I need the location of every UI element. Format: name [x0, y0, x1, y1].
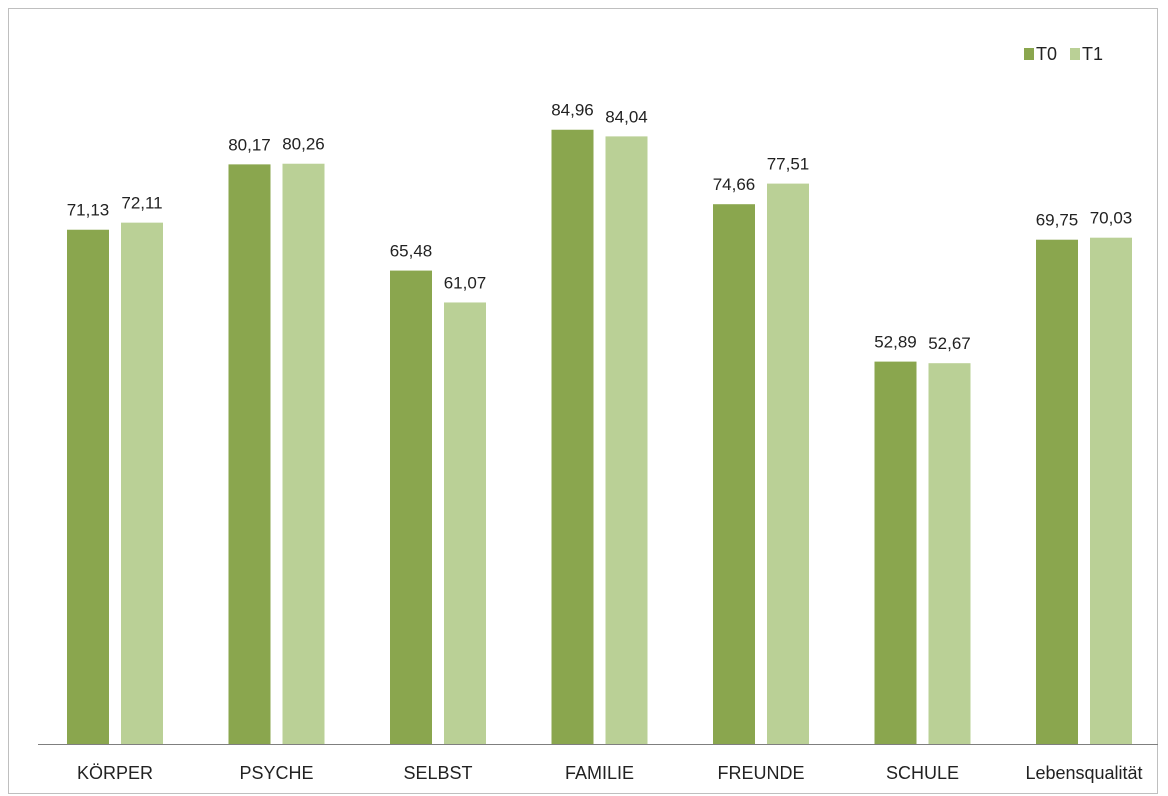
legend-label-t0: T0	[1036, 44, 1057, 64]
bar-t0-3	[551, 129, 594, 744]
data-label-t1-2: 61,07	[444, 273, 487, 292]
bar-t0-0	[67, 229, 109, 744]
x-tick-labels-layer: KÖRPER PSYCHE SELBST FAMILIE FREUNDE SCHULE Le…	[77, 763, 1143, 783]
data-label-t0-2: 65,48	[390, 242, 433, 261]
bar-t1-2	[444, 302, 486, 744]
data-label-t0-4: 74,66	[713, 175, 756, 194]
x-tick-label-6: Lebensqualität	[1025, 763, 1142, 783]
x-tick-label-3: FAMILIE	[565, 763, 634, 783]
data-label-t1-1: 80,26	[282, 135, 325, 154]
x-tick-label-2: SELBST	[403, 763, 472, 783]
data-label-t1-4: 77,51	[767, 155, 810, 174]
data-label-t1-0: 72,11	[121, 194, 162, 213]
bars-layer	[67, 129, 1132, 745]
bar-t1-3	[605, 136, 648, 744]
bar-t0-6	[1036, 239, 1078, 744]
x-tick-label-4: FREUNDE	[717, 763, 804, 783]
legend: T0 T1	[1024, 44, 1103, 64]
x-tick-label-0: KÖRPER	[77, 763, 153, 783]
data-label-t1-6: 70,03	[1090, 209, 1133, 228]
bar-t0-1	[228, 164, 271, 744]
bar-t1-6	[1090, 237, 1132, 744]
x-tick-label-1: PSYCHE	[239, 763, 313, 783]
bar-t0-5	[874, 361, 917, 744]
legend-swatch-t1	[1070, 48, 1080, 60]
bar-t1-5	[928, 363, 971, 744]
data-labels-layer: 71,13 72,11 80,17 80,26 65,48 61,07 84,96 84,04…	[67, 101, 1133, 353]
data-label-t0-0: 71,13	[67, 201, 110, 220]
data-label-t1-3: 84,04	[605, 107, 648, 126]
data-label-t0-6: 69,75	[1036, 211, 1079, 230]
bar-t0-2	[390, 270, 432, 744]
data-label-t0-1: 80,17	[228, 135, 271, 154]
data-label-t0-3: 84,96	[551, 101, 594, 120]
bar-t0-4	[713, 204, 755, 745]
x-tick-label-5: SCHULE	[886, 763, 959, 783]
bar-t1-4	[767, 183, 809, 744]
legend-swatch-t0	[1024, 48, 1034, 60]
legend-label-t1: T1	[1082, 44, 1103, 64]
bar-t1-0	[121, 222, 163, 744]
data-label-t0-5: 52,89	[874, 333, 917, 352]
data-label-t1-5: 52,67	[928, 334, 971, 353]
bar-t1-1	[282, 163, 325, 744]
